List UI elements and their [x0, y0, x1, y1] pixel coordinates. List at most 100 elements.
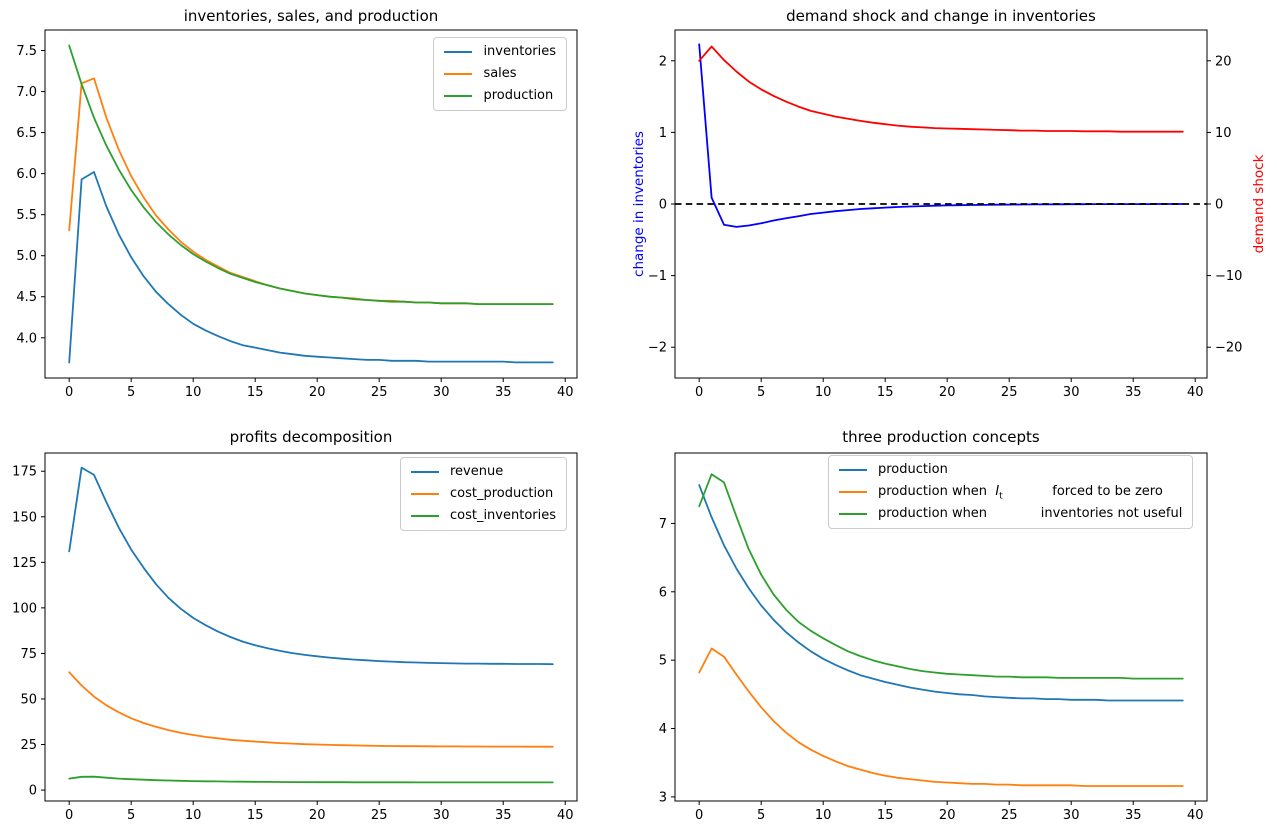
legend-line-sample	[410, 471, 439, 473]
x-tick-label: 0	[65, 808, 73, 823]
y-tick-label: 4	[659, 722, 667, 737]
legend-line-sample	[444, 95, 473, 97]
legend-line-sample	[410, 515, 439, 517]
y-axis-label-change-in-inventories: change in inventories	[631, 131, 647, 277]
x-tick-label: 0	[695, 385, 703, 400]
x-tick-label: 35	[495, 808, 512, 823]
legend-three-production-concepts: production production when It forced to b…	[828, 455, 1194, 529]
series-production-when-inventories-not-useful	[698, 473, 1184, 680]
y-tick-label: 75	[20, 647, 37, 662]
y-tick-label: 1	[659, 126, 667, 141]
legend-label: sales	[483, 66, 517, 81]
legend-label: cost_inventories	[449, 508, 556, 523]
legend-line-sample	[444, 51, 473, 53]
y-tick-label: 7.0	[16, 85, 37, 100]
legend-label: production	[483, 88, 554, 103]
x-tick-label: 30	[1063, 385, 1080, 400]
x-tick-label: 5	[757, 385, 765, 400]
y-tick-label: 5.0	[16, 249, 37, 264]
x-tick-label: 30	[433, 385, 450, 400]
legend-line-sample	[839, 513, 867, 515]
series-sales	[68, 77, 554, 306]
legend-entry: production when It forced to be zero	[839, 484, 1182, 502]
legend-label: cost_production	[449, 486, 554, 501]
x-tick-label: 35	[1125, 808, 1142, 823]
x-tick-label: 5	[127, 808, 135, 823]
y-tick-label: 0	[659, 198, 667, 213]
x-tick-label: 40	[557, 808, 574, 823]
legend-inventories-sales-production: inventories sales production	[433, 37, 567, 111]
y-tick-label: 25	[20, 738, 37, 753]
y-tick-label: 150	[12, 510, 37, 525]
x-tick-label: 25	[371, 385, 388, 400]
series-revenue	[68, 466, 554, 666]
legend-entry: sales	[444, 67, 556, 81]
series-production-when-I_t-forced-to-be-zero	[698, 647, 1184, 787]
series-change-in-inventories	[698, 43, 1184, 228]
legend-label: inventories	[483, 44, 556, 59]
legend-line-sample	[839, 491, 867, 493]
x-tick-label: 20	[939, 808, 956, 823]
x-tick-label: 20	[309, 385, 326, 400]
x-tick-label: 35	[495, 385, 512, 400]
x-tick-label: 40	[1187, 808, 1204, 823]
x-tick-label: 35	[1125, 385, 1142, 400]
y-tick-label: 5.5	[16, 208, 37, 223]
x-tick-label: 10	[815, 385, 832, 400]
y-tick-label: 7.5	[16, 44, 37, 59]
y-tick-label: 2	[659, 54, 667, 69]
legend-entry: production	[839, 463, 1182, 477]
panel-title-profits-decomposition: profits decomposition	[229, 428, 393, 446]
x-tick-label: 30	[433, 808, 450, 823]
y-right-tick-label: 10	[1215, 126, 1232, 141]
legend-entry: cost_inventories	[410, 508, 556, 523]
x-tick-label: 10	[815, 808, 832, 823]
panel-title-demand-shock: demand shock and change in inventories	[786, 7, 1096, 25]
y-tick-label: 0	[29, 784, 37, 799]
y-right-tick-label: 20	[1215, 54, 1232, 69]
series-demand-shock	[698, 45, 1184, 133]
y-right-tick-label: −20	[1215, 341, 1242, 356]
plot-area	[44, 452, 578, 802]
y-tick-label: 4.5	[16, 290, 37, 305]
x-tick-label: 20	[309, 808, 326, 823]
y-tick-label: 175	[12, 465, 37, 480]
x-tick-label: 5	[127, 385, 135, 400]
y-tick-label: 50	[20, 692, 37, 707]
legend-label: production when It forced to be zero	[878, 484, 1163, 502]
x-tick-label: 30	[1063, 808, 1080, 823]
x-tick-label: 10	[185, 808, 202, 823]
y-tick-label: −1	[648, 269, 667, 284]
y-tick-label: 5	[659, 654, 667, 669]
legend-entry: revenue	[410, 465, 556, 479]
x-tick-label: 40	[1187, 385, 1204, 400]
y-tick-label: 125	[12, 556, 37, 571]
x-tick-label: 20	[939, 385, 956, 400]
x-tick-label: 25	[1001, 808, 1018, 823]
x-tick-label: 15	[877, 385, 894, 400]
y-right-tick-label: 0	[1215, 198, 1223, 213]
panel-title-inventories-sales-production: inventories, sales, and production	[183, 7, 439, 25]
y-tick-label: −2	[648, 341, 667, 356]
x-tick-label: 40	[557, 385, 574, 400]
x-tick-label: 5	[757, 808, 765, 823]
series-cost_inventories	[68, 775, 554, 784]
y-right-tick-label: −10	[1215, 269, 1242, 284]
y-tick-label: 7	[659, 517, 667, 532]
x-tick-label: 0	[695, 808, 703, 823]
legend-entry: production when inventories not useful	[839, 507, 1182, 521]
x-tick-label: 0	[65, 385, 73, 400]
legend-line-sample	[410, 493, 439, 495]
plot-area	[674, 452, 1208, 802]
x-tick-label: 25	[371, 808, 388, 823]
legend-entry: inventories	[444, 45, 556, 59]
x-tick-label: 15	[247, 808, 264, 823]
plot-area	[674, 29, 1208, 379]
y-axis-label-demand-shock: demand shock	[1251, 154, 1267, 254]
panel-title-three-production-concepts: three production concepts	[842, 428, 1040, 446]
legend-line-sample	[839, 469, 867, 471]
legend-line-sample	[444, 73, 473, 75]
x-tick-label: 25	[1001, 385, 1018, 400]
